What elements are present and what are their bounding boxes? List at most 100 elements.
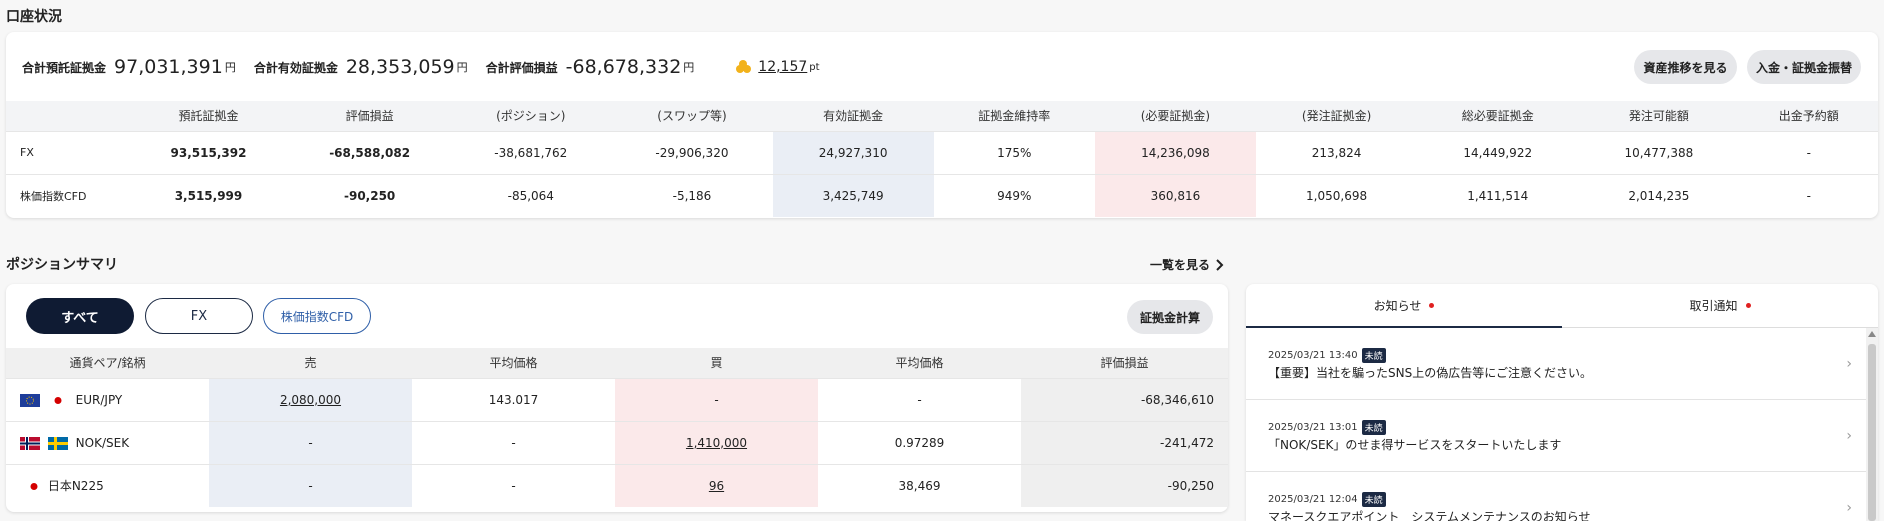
column-header: (必要証拠金) bbox=[1094, 101, 1256, 131]
chevron-right-icon: › bbox=[1846, 500, 1852, 516]
total-effective-margin-label: 合計有効証拠金 bbox=[253, 60, 338, 75]
account-status-title: 口座状況 bbox=[6, 9, 62, 25]
row-label: FX bbox=[6, 130, 128, 174]
account-status-card: 合計預託証拠金 97,031,391 円 合計有効証拠金 28,353,059 … bbox=[6, 32, 1878, 218]
total-valuation-pl-value: -68,678,332 bbox=[565, 56, 682, 78]
table-cell: - bbox=[1739, 130, 1878, 174]
table-cell: 3,515,999 bbox=[127, 173, 290, 217]
japan-flag-icon bbox=[20, 480, 40, 494]
unread-badge: 未読 bbox=[1361, 420, 1386, 435]
asset-history-button[interactable]: 資産推移を見る bbox=[1634, 50, 1737, 84]
norway-flag-icon bbox=[20, 436, 40, 450]
filter-fx-button[interactable]: FX bbox=[145, 298, 253, 334]
column-header: 有効証拠金 bbox=[772, 101, 934, 131]
pair-cell: NOK/SEK bbox=[6, 420, 209, 464]
points-link[interactable]: 12,157 pt bbox=[736, 59, 820, 75]
table-row[interactable]: EUR/JPY 2,080,000 143.017 - - -68,346,61… bbox=[6, 377, 1228, 421]
table-row[interactable]: 日本N225 - - 96 38,469 -90,250 bbox=[6, 463, 1228, 507]
notice-item[interactable]: 2025/03/21 13:40 未読 【重要】当社を騙ったSNS上の偽広告等にご… bbox=[1246, 328, 1866, 400]
column-header bbox=[6, 101, 128, 131]
deposit-transfer-button[interactable]: 入金・証拠金振替 bbox=[1747, 50, 1861, 84]
table-cell: 2,014,235 bbox=[1578, 173, 1740, 217]
notice-panel: お知らせ 取引通知 2025/03/21 13:40 未読 【重要】当社を騙ったS… bbox=[1246, 284, 1878, 521]
notice-tabs: お知らせ 取引通知 bbox=[1246, 284, 1878, 328]
notice-date: 2025/03/21 13:01 未読 bbox=[1268, 420, 1386, 435]
table-cell: -38,681,762 bbox=[450, 130, 612, 174]
unread-dot-icon bbox=[1429, 303, 1435, 308]
column-header: 出金予約額 bbox=[1739, 101, 1878, 131]
filter-all-button[interactable]: すべて bbox=[26, 298, 134, 334]
table-cell: 14,449,922 bbox=[1417, 130, 1579, 174]
column-header: 総必要証拠金 bbox=[1417, 101, 1579, 131]
table-cell: 143.017 bbox=[412, 377, 615, 421]
chevron-right-icon bbox=[1216, 258, 1224, 271]
table-row[interactable]: NOK/SEK - - 1,410,000 0.97289 -241,472 bbox=[6, 420, 1228, 464]
table-cell: 38,469 bbox=[818, 463, 1021, 507]
notice-scrollbar[interactable] bbox=[1866, 328, 1878, 521]
unread-dot-icon bbox=[1745, 303, 1751, 308]
column-header: 平均価格 bbox=[818, 348, 1021, 378]
table-cell: -68,346,610 bbox=[1021, 377, 1228, 421]
notice-item[interactable]: 2025/03/21 12:04 未読 マネースクエアポイント システムメンテナン… bbox=[1246, 472, 1866, 521]
position-summary-title: ポジションサマリ bbox=[6, 257, 118, 273]
table-cell: -85,064 bbox=[450, 173, 612, 217]
notice-title: マネースクエアポイント システムメンテナンスのお知らせ bbox=[1268, 510, 1591, 521]
table-cell: -29,906,320 bbox=[611, 130, 773, 174]
chevron-right-icon: › bbox=[1846, 428, 1852, 444]
table-cell: - bbox=[1739, 173, 1878, 217]
table-cell: 360,816 bbox=[1094, 173, 1256, 217]
table-cell: 3,425,749 bbox=[772, 173, 934, 217]
scrollbar-thumb[interactable] bbox=[1868, 344, 1876, 521]
points-value: 12,157 bbox=[758, 59, 808, 75]
sell-quantity-link[interactable]: 2,080,000 bbox=[209, 377, 412, 421]
table-cell: -241,472 bbox=[1021, 420, 1228, 464]
notice-date: 2025/03/21 12:04 未読 bbox=[1268, 492, 1386, 507]
table-cell: 14,236,098 bbox=[1094, 130, 1256, 174]
total-deposit-value: 97,031,391 bbox=[114, 56, 223, 78]
column-header: 通貨ペア/銘柄 bbox=[6, 348, 209, 378]
buy-quantity-link[interactable]: 1,410,000 bbox=[615, 420, 818, 464]
total-valuation-pl-label: 合計評価損益 bbox=[485, 60, 558, 75]
total-valuation-pl-unit: 円 bbox=[683, 61, 695, 74]
pair-name: NOK/SEK bbox=[75, 435, 130, 450]
position-table: 通貨ペア/銘柄 売 平均価格 買 平均価格 評価損益 EUR/JPY 2,080… bbox=[6, 348, 1228, 507]
account-margin-table: 預託証拠金 評価損益 (ポジション) (スワップ等) 有効証拠金 証拠金維持率 … bbox=[6, 101, 1878, 217]
column-header: 預託証拠金 bbox=[127, 101, 290, 131]
view-all-link[interactable]: 一覧を見る bbox=[1150, 256, 1224, 273]
total-deposit-label: 合計預託証拠金 bbox=[22, 60, 107, 75]
table-cell: -5,186 bbox=[611, 173, 773, 217]
scroll-up-arrow-icon[interactable] bbox=[1868, 331, 1876, 337]
table-row: 株価指数CFD 3,515,999 -90,250 -85,064 -5,186… bbox=[6, 173, 1878, 217]
table-cell: 1,050,698 bbox=[1256, 173, 1418, 217]
unread-badge: 未読 bbox=[1361, 348, 1386, 363]
notice-title: 「NOK/SEK」のせま得サービスをスタートいたします bbox=[1268, 438, 1562, 452]
table-cell: 1,411,514 bbox=[1417, 173, 1579, 217]
table-cell: 0.97289 bbox=[818, 420, 1021, 464]
position-summary-card: すべて FX 株価指数CFD 証拠金計算 通貨ペア/銘柄 売 平均価格 買 平均… bbox=[6, 284, 1228, 512]
view-all-label: 一覧を見る bbox=[1150, 258, 1211, 272]
tab-news[interactable]: お知らせ bbox=[1246, 284, 1562, 328]
table-cell: -90,250 bbox=[1021, 463, 1228, 507]
column-header: 平均価格 bbox=[412, 348, 615, 378]
filter-cfd-button[interactable]: 株価指数CFD bbox=[263, 298, 371, 334]
tab-trade-notifications[interactable]: 取引通知 bbox=[1562, 284, 1878, 327]
table-cell: 949% bbox=[933, 173, 1095, 217]
margin-calc-button[interactable]: 証拠金計算 bbox=[1127, 300, 1213, 334]
table-cell: 213,824 bbox=[1256, 130, 1418, 174]
notice-date: 2025/03/21 13:40 未読 bbox=[1268, 348, 1386, 363]
table-cell: - bbox=[412, 463, 615, 507]
table-header-row: 預託証拠金 評価損益 (ポジション) (スワップ等) 有効証拠金 証拠金維持率 … bbox=[6, 101, 1878, 131]
notice-title: 【重要】当社を騙ったSNS上の偽広告等にご注意ください。 bbox=[1268, 366, 1592, 380]
table-cell: 93,515,392 bbox=[127, 130, 290, 174]
table-cell: -68,588,082 bbox=[289, 130, 451, 174]
table-cell: - bbox=[615, 377, 818, 421]
table-cell: - bbox=[818, 377, 1021, 421]
tab-label: お知らせ bbox=[1373, 299, 1422, 313]
notice-item[interactable]: 2025/03/21 13:01 未読 「NOK/SEK」のせま得サービスをスター… bbox=[1246, 400, 1866, 472]
total-effective-margin-unit: 円 bbox=[456, 61, 468, 74]
column-header: 評価損益 bbox=[289, 101, 451, 131]
total-effective-margin-value: 28,353,059 bbox=[345, 56, 455, 78]
sweden-flag-icon bbox=[47, 436, 68, 450]
buy-quantity-link[interactable]: 96 bbox=[615, 463, 818, 507]
eu-flag-icon bbox=[20, 393, 40, 407]
